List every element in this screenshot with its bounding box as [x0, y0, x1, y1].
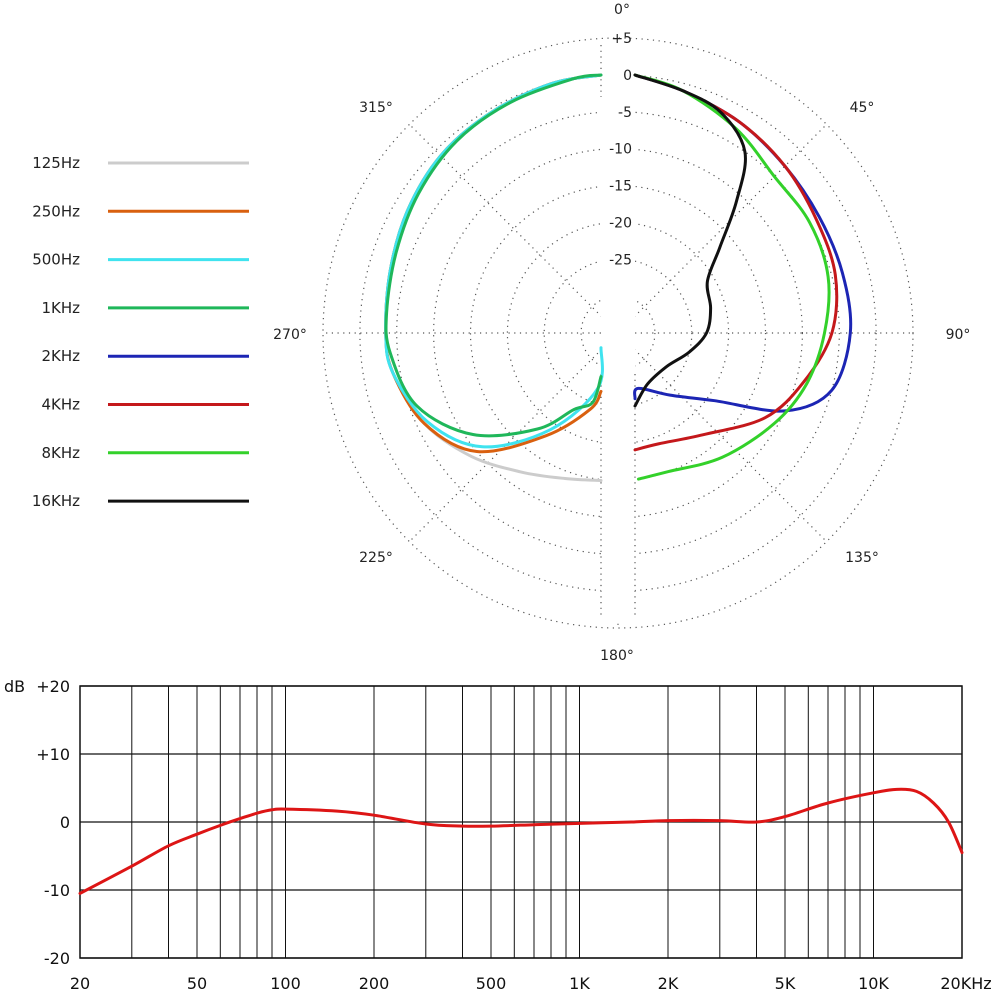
polar-angle-label: 270°	[273, 327, 307, 343]
db-axis-label: dB	[4, 677, 25, 696]
frequency-tick-label: 1K	[569, 974, 590, 993]
legend-label-125hz: 125Hz	[32, 154, 80, 172]
legend-label-500hz: 500Hz	[32, 251, 80, 269]
polar-angle-label: 90°	[946, 327, 971, 343]
polar-ring	[322, 37, 914, 629]
polar-angle-label: 135°	[845, 550, 879, 566]
polar-angle-label: 225°	[359, 550, 393, 566]
frequency-series	[78, 787, 964, 895]
db-tick-label: +10	[36, 745, 70, 764]
polar-series	[384, 73, 853, 482]
polar-spoke	[617, 332, 828, 543]
frequency-tick-label: 10K	[858, 974, 889, 993]
polar-radial-label: 0	[623, 68, 632, 84]
legend-label-4khz: 4KHz	[41, 396, 80, 414]
polar-radial-label: -10	[609, 142, 632, 158]
polar-ring	[469, 184, 767, 482]
polar-radial-label: -25	[609, 252, 632, 268]
frequency-response-chart: 20 50 100 200 500 1K 2K 5K 10K 20KHz +20 +10 0 -10 -20…	[4, 677, 992, 993]
polar-radial-label: -5	[618, 105, 632, 121]
frequency-response-curve	[78, 787, 964, 895]
frequency-tick-label: 20KHz	[940, 974, 991, 993]
polar-ring	[506, 221, 730, 445]
polar-curve-4khz	[633, 73, 839, 452]
db-tick-label: -10	[44, 881, 70, 900]
frequency-tick-label: 20	[70, 974, 90, 993]
frequency-grid	[79, 685, 963, 959]
polar-pattern-chart: 0° 45° 90° 135° 180° 225° 270° 315° +5 0 -5 -10 -15 -…	[273, 2, 970, 664]
polar-curve-250hz	[384, 73, 603, 454]
db-tick-label: +20	[36, 677, 70, 696]
db-tick-label: -20	[44, 949, 70, 968]
polar-curve-1khz	[384, 73, 603, 438]
frequency-tick-label: 500	[476, 974, 507, 993]
legend-label-16khz: 16KHz	[32, 492, 80, 510]
legend-label-250hz: 250Hz	[32, 202, 80, 220]
polar-radial-label: +5	[611, 31, 632, 47]
polar-ring	[543, 258, 693, 408]
polar-spoke	[408, 332, 619, 543]
polar-curve-500hz	[384, 73, 604, 449]
polar-curve-16khz	[633, 73, 747, 408]
polar-curve-8khz	[633, 73, 831, 481]
frequency-tick-label: 2K	[658, 974, 679, 993]
polar-radial-label: -15	[609, 179, 632, 195]
legend: 125Hz 250Hz 500Hz 1KHz 2KHz 4KHz 8KHz 16KHz	[32, 154, 249, 510]
polar-labels: 0° 45° 90° 135° 180° 225° 270° 315° +5 0 -5 -10 -15 -…	[273, 2, 970, 664]
frequency-tick-label: 50	[187, 974, 207, 993]
frequency-tick-label: 200	[359, 974, 390, 993]
polar-center-gap	[600, 40, 636, 620]
polar-spoke	[617, 123, 828, 334]
legend-label-8khz: 8KHz	[41, 444, 80, 462]
db-tick-label: 0	[60, 813, 70, 832]
polar-axis-gap	[601, 40, 635, 620]
frequency-tick-label: 5K	[775, 974, 796, 993]
polar-angle-label: 180°	[600, 648, 634, 664]
polar-spoke	[408, 123, 619, 334]
polar-ring	[433, 148, 803, 518]
frequency-tick-label: 100	[270, 974, 301, 993]
polar-angle-label: 315°	[359, 100, 393, 116]
polar-radial-label: -20	[609, 215, 632, 231]
polar-angle-label: 0°	[614, 2, 630, 18]
frequency-labels: 20 50 100 200 500 1K 2K 5K 10K 20KHz +20 +10 0 -10 -20…	[4, 677, 992, 993]
legend-label-1khz: 1KHz	[41, 299, 80, 317]
polar-angle-label: 45°	[850, 100, 875, 116]
legend-label-2khz: 2KHz	[41, 347, 80, 365]
